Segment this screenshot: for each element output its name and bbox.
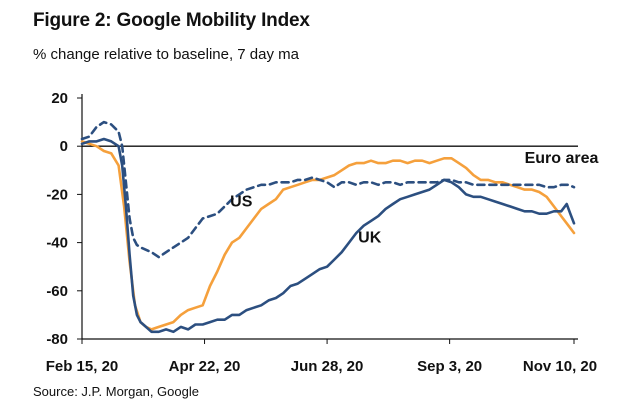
y-tick-label: -20	[46, 186, 68, 203]
x-tick-label: Jun 28, 20	[291, 358, 364, 375]
x-tick-label: Sep 3, 20	[417, 358, 482, 375]
series-line-uk	[80, 137, 576, 334]
series-label-uk: UK	[358, 230, 382, 247]
y-tick-label: 20	[51, 90, 68, 107]
y-tick-label: -80	[46, 331, 68, 348]
series-label-us: US	[230, 193, 253, 210]
y-tick-label: 0	[60, 138, 68, 155]
y-tick-label: -40	[46, 235, 68, 252]
x-tick-label: Feb 15, 20	[46, 358, 119, 375]
y-tick-label: -60	[46, 283, 68, 300]
source-note: Source: J.P. Morgan, Google	[33, 384, 199, 399]
x-tick-label: Nov 10, 20	[523, 358, 597, 375]
series-line-us	[80, 120, 576, 259]
chart-subtitle: % change relative to baseline, 7 day ma	[33, 46, 299, 63]
chart-title: Figure 2: Google Mobility Index	[33, 10, 310, 31]
series-label-euro-area: Euro area	[525, 150, 599, 167]
series-line-euro-area	[80, 140, 576, 331]
x-tick-label: Apr 22, 20	[169, 358, 241, 375]
